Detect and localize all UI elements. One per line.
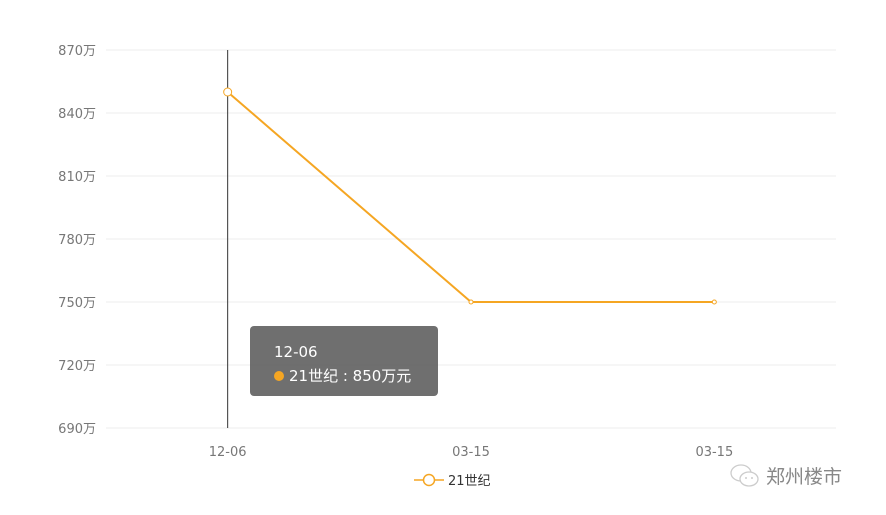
y-tick-label: 780万 xyxy=(58,233,96,248)
tooltip-title: 12-06 xyxy=(274,343,318,361)
watermark: 郑州楼市 xyxy=(730,462,842,489)
series-dot-icon xyxy=(274,371,284,381)
data-point xyxy=(223,87,233,97)
y-tick-label: 690万 xyxy=(58,422,96,437)
legend-item[interactable]: 21世纪 xyxy=(414,470,491,489)
y-tick-label: 750万 xyxy=(58,296,96,311)
wechat-icon xyxy=(730,463,759,487)
tooltip: 12-06 21世纪 : 850万元 xyxy=(250,326,438,396)
data-point xyxy=(711,299,717,305)
y-tick-label: 870万 xyxy=(58,44,96,59)
series-line xyxy=(227,91,715,303)
x-tick-label: 12-06 xyxy=(209,445,247,460)
y-tick-label: 720万 xyxy=(58,359,96,374)
tooltip-value: 21世纪 : 850万元 xyxy=(289,367,412,385)
legend-label: 21世纪 xyxy=(448,474,491,489)
x-tick-label: 03-15 xyxy=(695,445,733,460)
x-tick-label: 03-15 xyxy=(452,445,490,460)
y-tick-label: 810万 xyxy=(58,170,96,185)
legend-line-circle-icon xyxy=(414,473,444,486)
y-tick-label: 840万 xyxy=(58,107,96,122)
data-point xyxy=(468,299,474,305)
watermark-text: 郑州楼市 xyxy=(766,466,843,488)
